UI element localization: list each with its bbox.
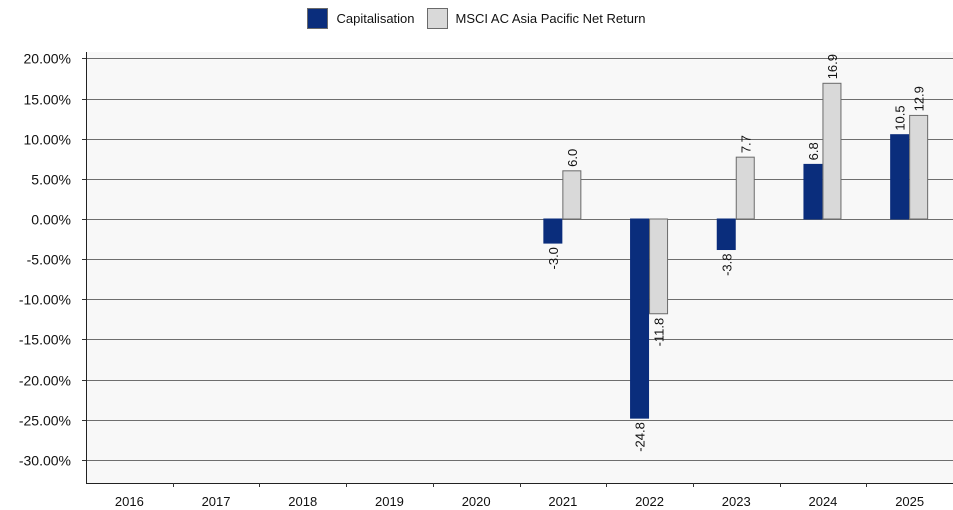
y-tick-label: -25.00% — [19, 413, 71, 429]
x-tick-label: 2023 — [722, 494, 751, 509]
bar-msci — [735, 156, 755, 220]
x-tick-label: 2024 — [808, 494, 837, 509]
bar-msci — [822, 82, 842, 220]
legend-label-capitalisation: Capitalisation — [336, 10, 415, 26]
data-label-msci: 7.7 — [738, 135, 753, 153]
y-tick-label: -30.00% — [19, 453, 71, 469]
chart-legend: Capitalisation MSCI AC Asia Pacific Net … — [0, 7, 953, 29]
data-label-msci: -11.8 — [652, 318, 667, 347]
legend-label-msci: MSCI AC Asia Pacific Net Return — [455, 10, 646, 26]
y-tick-label: -10.00% — [19, 292, 71, 308]
legend-item-msci: MSCI AC Asia Pacific Net Return — [426, 7, 646, 29]
y-tick-label: 20.00% — [24, 51, 71, 67]
x-tick-label: 2019 — [375, 494, 404, 509]
bar-capitalisation — [803, 163, 823, 220]
x-tick-label: 2016 — [115, 494, 144, 509]
legend-swatch-capitalisation — [307, 7, 329, 29]
x-tick-label: 2020 — [462, 494, 491, 509]
bar-capitalisation — [630, 218, 650, 419]
bar-capitalisation — [543, 218, 563, 244]
data-label-capitalisation: -3.8 — [719, 254, 734, 276]
legend-swatch-msci — [426, 7, 448, 29]
y-tick-label: -15.00% — [19, 332, 71, 348]
x-tick-label: 2017 — [202, 494, 231, 509]
y-tick-label: 5.00% — [31, 172, 71, 188]
x-tick-label: 2021 — [548, 494, 577, 509]
y-tick-label: 10.00% — [24, 132, 71, 148]
bar-msci — [562, 170, 582, 220]
plot-area — [86, 52, 953, 483]
data-label-msci: 16.9 — [825, 54, 840, 79]
y-tick-label: -20.00% — [19, 373, 71, 389]
legend-item-capitalisation: Capitalisation — [307, 7, 415, 29]
y-tick-label: -5.00% — [27, 252, 71, 268]
x-tick-label: 2025 — [895, 494, 924, 509]
y-tick-label: 0.00% — [31, 212, 71, 228]
data-label-capitalisation: -3.0 — [546, 247, 561, 269]
data-label-msci: 6.0 — [565, 149, 580, 167]
bar-msci — [649, 218, 669, 315]
bar-capitalisation — [890, 134, 910, 220]
data-label-capitalisation: 6.8 — [806, 142, 821, 160]
data-label-msci: 12.9 — [912, 86, 927, 111]
bar-msci — [909, 114, 929, 220]
data-label-capitalisation: 10.5 — [893, 105, 908, 130]
x-tick-label: 2022 — [635, 494, 664, 509]
bar-capitalisation — [716, 218, 736, 251]
x-tick-label: 2018 — [288, 494, 317, 509]
data-label-capitalisation: -24.8 — [633, 422, 648, 452]
y-tick-label: 15.00% — [24, 92, 71, 108]
